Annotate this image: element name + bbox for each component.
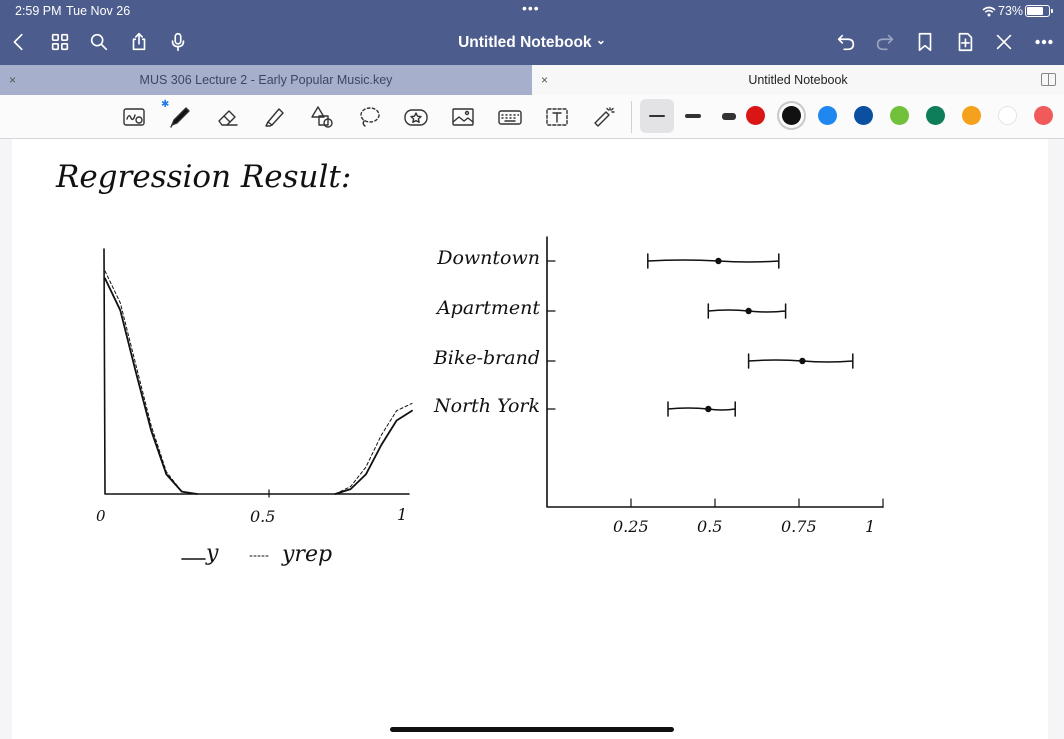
interval-bar [647,253,780,269]
home-indicator[interactable] [390,727,674,732]
chevron-down-icon: ⌄ [595,33,606,47]
tab-close-icon[interactable]: × [541,73,549,87]
density-line-yrep [104,270,198,495]
density-line-yrep [334,402,413,495]
microphone-icon[interactable] [166,30,190,54]
interval-x-tick-label: 0.25 [613,517,649,536]
color-swatch[interactable] [818,106,837,125]
battery-icon [1025,5,1053,17]
interval-x-tick-label: 1 [865,517,876,536]
stroke-thin-option[interactable] [640,99,674,133]
interval-x-tick-label: 0.75 [781,517,817,536]
interval-bar [667,401,736,417]
shapes-icon[interactable] [306,102,338,132]
interval-axes [546,236,884,508]
lasso-icon[interactable] [353,102,385,132]
density-x-tick-05: 0.5 [250,507,276,526]
text-box-icon[interactable] [541,102,573,132]
wifi-icon [982,4,996,22]
redo-icon[interactable] [873,30,897,54]
highlighter-icon[interactable] [259,102,291,132]
add-page-icon[interactable] [953,30,977,54]
back-chevron-icon[interactable] [7,30,31,54]
notebook-title-button[interactable]: Untitled Notebook ⌄ [458,33,606,51]
density-axes [103,248,410,495]
status-date: Tue Nov 26 [66,4,131,18]
interval-category-label: Bike-brand [433,347,540,369]
status-time: 2:59 PM [15,4,62,18]
legend-label-y: y [206,541,219,566]
undo-icon[interactable] [834,30,858,54]
image-icon[interactable] [447,102,479,132]
color-swatch[interactable] [962,106,981,125]
interval-category-label: Apartment [436,297,540,319]
stroke-thick-option[interactable] [712,99,746,133]
notebook-title: Untitled Notebook [458,34,592,51]
interval-point [705,405,712,413]
laser-pointer-icon[interactable] [588,102,620,132]
ink-canvas [103,236,884,560]
toolbar-divider [631,101,632,133]
interval-category-label: Downtown [437,247,540,269]
density-line-y [104,277,198,495]
tab-close-icon[interactable]: × [9,73,17,87]
interval-category-label: North York [434,395,540,417]
close-icon[interactable] [992,30,1016,54]
bluetooth-icon: ✱ [161,99,170,110]
color-swatch[interactable] [854,106,873,125]
stroke-medium-option[interactable] [676,99,710,133]
tab-label: Untitled Notebook [748,73,848,87]
handwriting-recognition-icon[interactable] [118,102,150,132]
tab-bar: × MUS 306 Lecture 2 - Early Popular Musi… [0,65,1064,95]
notes-heading: Regression Result: [56,159,352,195]
density-line-y [334,409,413,495]
density-x-tick-1: 1 [397,505,408,524]
keyboard-icon[interactable] [494,102,526,132]
top-bar: 2:59 PM Tue Nov 26 ••• 73% Untitled Note… [0,0,1064,65]
search-icon[interactable] [87,30,111,54]
notebook-page[interactable]: Regression Result: 0 0.5 1 y yrep 0.25 0.… [12,139,1048,739]
tab-keynote-lecture[interactable]: × MUS 306 Lecture 2 - Early Popular Musi… [0,65,532,95]
density-plot [103,248,413,498]
color-swatch[interactable] [998,106,1017,125]
color-swatch[interactable] [1034,106,1053,125]
tab-label: MUS 306 Lecture 2 - Early Popular Music.… [139,73,393,87]
drawing-toolbar: ✱ [0,95,1064,139]
color-swatch[interactable] [746,106,765,125]
tab-untitled-notebook[interactable]: × Untitled Notebook [532,65,1064,95]
legend-label-yrep: yrep [282,542,333,567]
split-view-icon[interactable] [1041,73,1056,86]
multitask-dots[interactable]: ••• [522,0,540,16]
grid-icon[interactable] [48,30,72,54]
eraser-icon[interactable] [212,102,244,132]
interval-point [715,257,722,265]
color-swatch[interactable] [782,106,801,125]
interval-plot [546,236,884,508]
density-x-tick-0: 0 [96,507,106,525]
pen-icon[interactable] [164,102,196,132]
interval-point [745,307,752,315]
color-swatch[interactable] [890,106,909,125]
color-swatch[interactable] [926,106,945,125]
bookmark-icon[interactable] [913,30,937,54]
share-icon[interactable] [127,30,151,54]
battery-percent: 73% [998,4,1024,18]
interval-x-tick-label: 0.5 [697,517,723,536]
interval-point [799,357,806,365]
more-icon[interactable] [1032,30,1056,54]
sticker-icon[interactable] [400,102,432,132]
